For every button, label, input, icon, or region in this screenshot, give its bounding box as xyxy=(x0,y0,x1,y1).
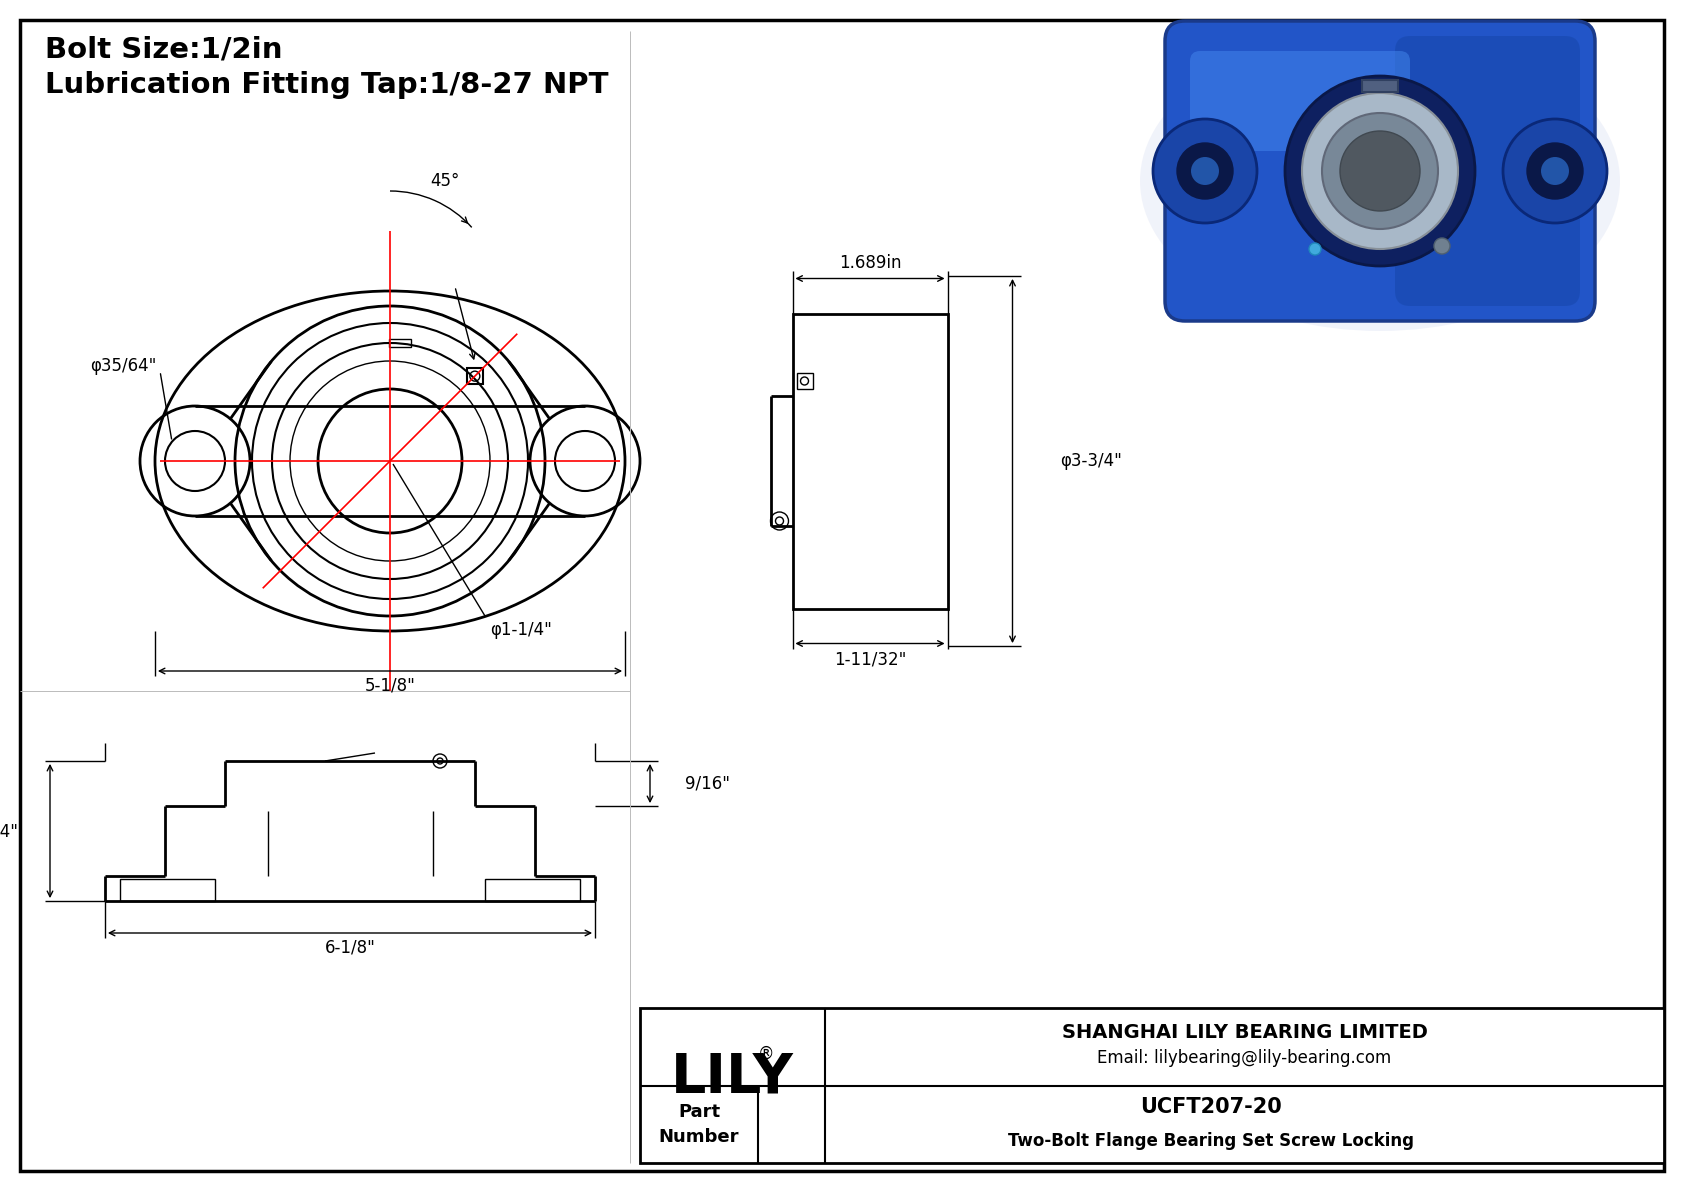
Bar xyxy=(640,1008,1664,1162)
Bar xyxy=(793,313,948,609)
Text: Part
Number: Part Number xyxy=(658,1103,739,1146)
Text: 1-11/32": 1-11/32" xyxy=(834,650,906,668)
Text: φ3-3/4": φ3-3/4" xyxy=(1061,453,1122,470)
Circle shape xyxy=(1504,119,1607,223)
Circle shape xyxy=(1308,243,1320,255)
FancyBboxPatch shape xyxy=(1165,21,1595,322)
Circle shape xyxy=(1177,143,1233,199)
Text: φ1-1/4": φ1-1/4" xyxy=(490,621,552,640)
Text: UCFT207-20: UCFT207-20 xyxy=(1140,1097,1282,1117)
Circle shape xyxy=(1191,157,1219,185)
Bar xyxy=(389,339,411,347)
Text: 5-1/8": 5-1/8" xyxy=(364,676,416,694)
Bar xyxy=(1362,80,1398,92)
Text: 1.689in: 1.689in xyxy=(839,254,901,272)
Circle shape xyxy=(1302,93,1458,249)
Text: LILY: LILY xyxy=(670,1050,793,1105)
Text: Lubrication Fitting Tap:1/8-27 NPT: Lubrication Fitting Tap:1/8-27 NPT xyxy=(45,71,608,99)
Circle shape xyxy=(1527,143,1583,199)
Circle shape xyxy=(1322,113,1438,229)
FancyBboxPatch shape xyxy=(1191,51,1410,151)
Ellipse shape xyxy=(1140,31,1620,331)
Bar xyxy=(485,879,579,902)
Circle shape xyxy=(1285,76,1475,266)
Text: 6-1/8": 6-1/8" xyxy=(325,939,376,956)
Text: φ35/64": φ35/64" xyxy=(89,357,157,375)
Circle shape xyxy=(1340,131,1420,211)
Text: 45°: 45° xyxy=(431,172,460,191)
Circle shape xyxy=(1154,119,1256,223)
Bar xyxy=(120,879,216,902)
Circle shape xyxy=(1541,157,1569,185)
Text: Two-Bolt Flange Bearing Set Screw Locking: Two-Bolt Flange Bearing Set Screw Lockin… xyxy=(1009,1133,1415,1151)
Text: 1-3/4": 1-3/4" xyxy=(0,822,19,840)
Circle shape xyxy=(1435,238,1450,254)
Text: Email: lilybearing@lily-bearing.com: Email: lilybearing@lily-bearing.com xyxy=(1098,1049,1391,1067)
Bar xyxy=(466,368,483,385)
Text: 9/16": 9/16" xyxy=(685,774,729,792)
Text: ®: ® xyxy=(758,1045,775,1062)
FancyBboxPatch shape xyxy=(1394,36,1580,306)
Bar xyxy=(797,373,812,389)
Text: SHANGHAI LILY BEARING LIMITED: SHANGHAI LILY BEARING LIMITED xyxy=(1061,1023,1428,1041)
Text: Bolt Size:1/2in: Bolt Size:1/2in xyxy=(45,36,283,64)
